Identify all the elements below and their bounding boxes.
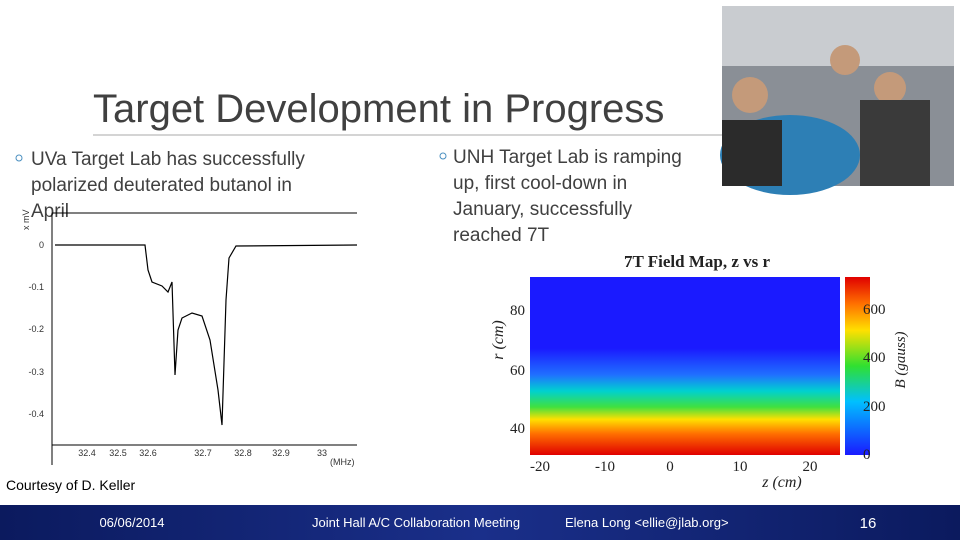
bullet-line: UVa Target Lab has successfully [31,149,305,170]
x-tick-label: 32.6 [139,448,157,458]
x-tick-label: 32.7 [194,448,212,458]
y-axis-label: r (cm) [490,320,507,360]
bullet-line: polarized deuterated butanol in [31,175,292,196]
colorbar-tick-label: 200 [863,399,886,415]
y-tick-label: 60 [510,363,525,379]
footer-date: 06/06/2014 [99,515,164,530]
x-tick-label: 32.8 [234,448,252,458]
footer-bar [0,505,960,540]
page-number: 16 [860,515,877,532]
x-tick-label: -20 [530,459,550,475]
slide-title: Target Development in Progress [93,87,664,131]
photo [720,6,954,195]
x-tick-label: 10 [733,459,748,475]
colorbar [845,277,870,455]
x-tick-label: 0 [666,459,674,475]
y-tick-label: 80 [510,303,525,319]
x-unit-label: (MHz) [330,457,355,467]
y-tick-label: -0.1 [28,282,44,292]
nmr-plot: x mV 0 -0.1 -0.2 -0.3 -0.4 32.4 32.5 32.… [21,209,358,467]
bullet-line: April [31,201,69,222]
y-tick-label: -0.4 [28,409,44,419]
plot-title: 7T Field Map, z vs r [624,252,771,271]
y-tick-label: 0 [39,240,44,250]
bullet-line: January, successfully [453,199,633,220]
signal-curve [55,244,358,426]
x-tick-label: 32.5 [109,448,127,458]
field-map: 7T Field Map, z vs r r (cm) 40 60 80 -20… [490,252,909,491]
bullet-line: UNH Target Lab is ramping [453,147,682,168]
bullet-line: up, first cool-down in [453,173,627,194]
colorbar-tick-label: 0 [863,447,871,463]
credit: Courtesy of D. Keller [6,477,135,493]
heatmap [530,277,840,455]
x-tick-label: 20 [803,459,818,475]
colorbar-tick-label: 600 [863,302,886,318]
y-tick-label: 40 [510,421,525,437]
x-axis-label: z (cm) [761,474,802,491]
y-axis-label: x mV [21,209,31,230]
x-tick-label: 32.9 [272,448,290,458]
colorbar-label: B (gauss) [893,331,909,388]
footer-author: Elena Long <ellie@jlab.org> [565,515,729,530]
y-tick-label: -0.3 [28,367,44,377]
x-tick-label: -10 [595,459,615,475]
bullet-icon [439,152,447,160]
colorbar-tick-label: 400 [863,350,886,366]
x-tick-label: 32.4 [78,448,96,458]
bullet-line: reached 7T [453,225,550,246]
x-tick-label: 33 [317,448,327,458]
footer-meeting: Joint Hall A/C Collaboration Meeting [312,515,520,530]
bullet-icon [15,154,23,162]
y-tick-label: -0.2 [28,324,44,334]
